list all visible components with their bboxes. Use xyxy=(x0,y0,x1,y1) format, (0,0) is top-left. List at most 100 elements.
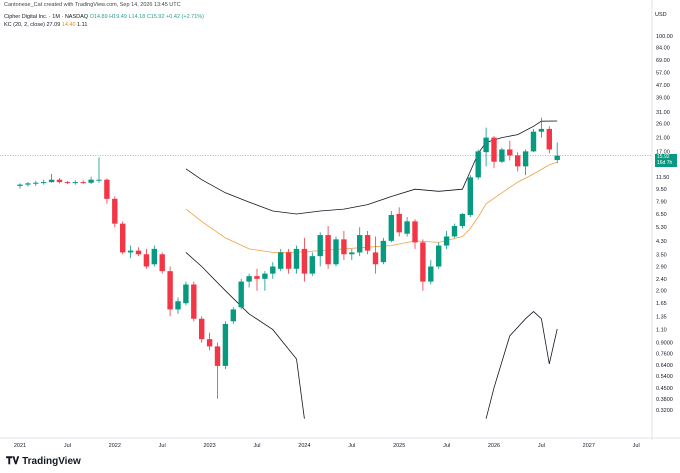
candle-body xyxy=(491,137,497,162)
brand-text: TradingView xyxy=(22,456,81,467)
candle-body xyxy=(341,239,347,255)
y-tick-label: 31.00 xyxy=(656,110,670,116)
y-tick-label: 47.00 xyxy=(656,83,670,89)
candle-body xyxy=(388,214,394,241)
candle-body xyxy=(254,276,260,279)
candle-body xyxy=(104,179,110,199)
candle-body xyxy=(372,252,379,265)
symbol-name: Cipher Digital Inc. · 1M · NASDAQ xyxy=(4,14,89,20)
x-tick-label: 2027 xyxy=(583,443,595,449)
y-tick-label: 11.50 xyxy=(656,175,669,181)
candle-body xyxy=(404,221,410,234)
candle-body xyxy=(25,183,31,185)
y-tick-label: 0.3800 xyxy=(656,397,673,403)
candle-body xyxy=(285,252,292,269)
currency-label: USD xyxy=(655,12,667,18)
x-tick-label: 2026 xyxy=(488,443,500,449)
y-tick-label: 84.00 xyxy=(656,45,670,51)
kc-lower-band xyxy=(185,252,305,419)
candle-body xyxy=(349,252,355,255)
candle-body xyxy=(64,182,71,184)
y-tick-label: 39.00 xyxy=(656,95,670,101)
y-tick-label: 5.30 xyxy=(656,225,667,231)
y-tick-label: 17.00 xyxy=(656,149,670,155)
tradingview-logo-icon: 𝐓𝐕 xyxy=(6,456,20,467)
kc-lower-band xyxy=(485,311,558,419)
indicator-legend: KC (20, 2, close) 27.09 14.40 1.11 xyxy=(4,22,87,28)
y-tick-label: 69.00 xyxy=(656,58,670,64)
candle-body xyxy=(72,182,78,184)
candle-body xyxy=(436,245,442,267)
y-tick-label: 21.00 xyxy=(656,136,670,142)
candle-body xyxy=(380,240,387,263)
candle-body xyxy=(412,221,418,243)
indicator-middle-value: 14.40 xyxy=(61,22,76,28)
candle-body xyxy=(17,184,23,186)
candle-body xyxy=(112,198,118,224)
candle-body xyxy=(120,223,126,253)
candle-body xyxy=(127,250,134,253)
ohlc-low: L14.18 xyxy=(128,14,146,20)
candle-body xyxy=(428,266,434,282)
candle-body xyxy=(507,149,513,156)
y-tick-label: 3.50 xyxy=(656,252,667,258)
kc-upper-band xyxy=(185,120,558,215)
candle-body xyxy=(483,137,489,153)
candle-body xyxy=(88,179,94,183)
candle-body xyxy=(175,301,181,310)
y-tick-label: 7.90 xyxy=(656,199,667,205)
candle-body xyxy=(451,226,458,237)
candle-body xyxy=(459,213,466,227)
candle-body xyxy=(135,250,142,255)
candle-body xyxy=(230,309,236,322)
candle-body xyxy=(420,242,426,282)
candle-body xyxy=(538,128,545,132)
x-tick-label: Jul xyxy=(633,443,640,449)
tradingview-logo: 𝐓𝐕 TradingView xyxy=(6,456,81,467)
candle-body xyxy=(530,131,537,152)
y-tick-label: 57.00 xyxy=(656,71,670,77)
candle-body xyxy=(522,151,529,167)
y-tick-label: 0.5400 xyxy=(656,374,673,380)
candle-body xyxy=(48,179,55,183)
credit-text: Cantonese_Cat created with TradingView.c… xyxy=(4,2,181,8)
candle-body xyxy=(270,266,276,274)
y-tick-label: 100.00 xyxy=(656,34,673,40)
candle-body xyxy=(293,248,300,269)
candle-body xyxy=(301,248,308,274)
y-tick-label: 0.9000 xyxy=(656,341,673,347)
candle-body xyxy=(396,213,402,233)
y-tick-label: 1.10 xyxy=(656,328,667,334)
candle-body xyxy=(56,179,63,183)
y-tick-label: 1.35 xyxy=(656,314,667,320)
last-price-value: 15.92 xyxy=(657,154,670,160)
x-tick-label: 2025 xyxy=(393,443,405,449)
x-tick-label: Jul xyxy=(159,443,166,449)
x-tick-label: 2022 xyxy=(109,443,121,449)
y-tick-label: 4.30 xyxy=(656,239,667,245)
candle-body xyxy=(309,256,315,274)
indicator-lower-value: 1.11 xyxy=(77,22,88,28)
y-tick-label: 0.4500 xyxy=(656,386,673,392)
candle-body xyxy=(199,318,205,340)
x-tick-label: Jul xyxy=(253,443,260,449)
candle-body xyxy=(364,235,371,251)
y-tick-label: 0.3200 xyxy=(656,408,673,414)
x-tick-label: Jul xyxy=(64,443,71,449)
candle-body xyxy=(96,179,102,181)
candle-body xyxy=(214,346,221,366)
candle-body xyxy=(191,284,197,319)
y-tick-label: 2.90 xyxy=(656,265,667,271)
candle-body xyxy=(515,155,521,167)
candle-body xyxy=(159,254,165,272)
candle-body xyxy=(546,128,552,150)
candle-body xyxy=(41,182,47,184)
candle-body xyxy=(475,151,481,178)
x-tick-label: 2021 xyxy=(14,443,26,449)
y-tick-label: 0.7600 xyxy=(656,352,673,358)
candle-body xyxy=(357,235,363,253)
x-tick-label: Jul xyxy=(348,443,355,449)
y-tick-label: 1.65 xyxy=(656,301,667,307)
y-tick-label: 6.50 xyxy=(656,212,667,218)
